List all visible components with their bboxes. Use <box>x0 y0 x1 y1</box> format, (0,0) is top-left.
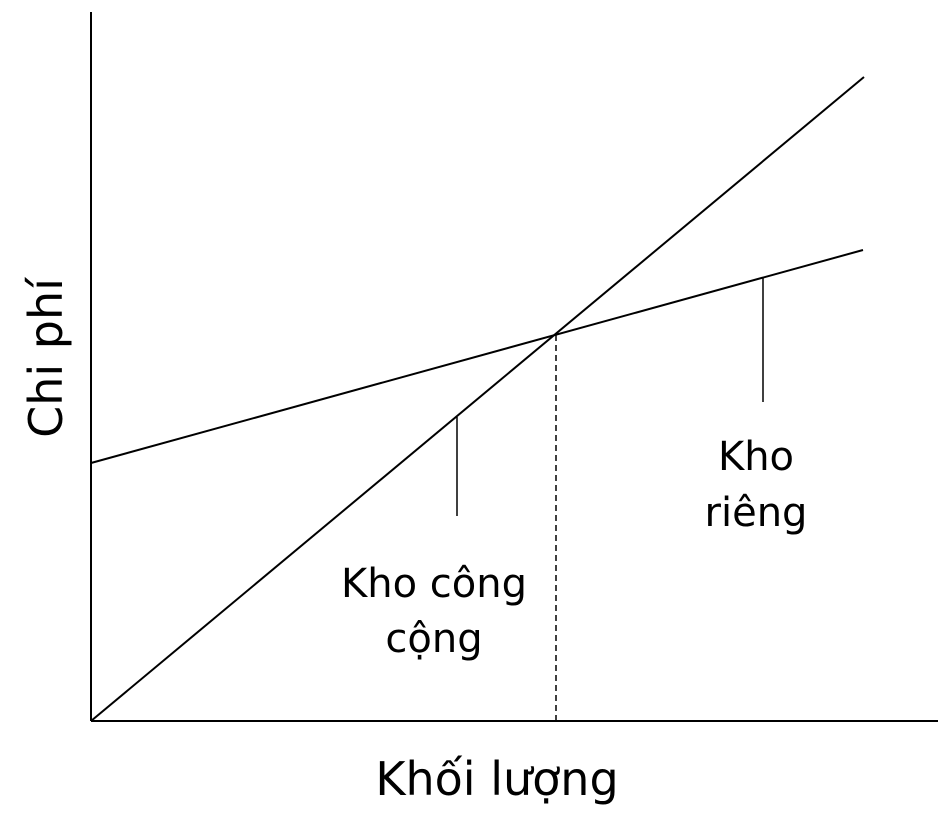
private-warehouse-label-line2: riêng <box>705 490 808 536</box>
public-warehouse-label-line1: Kho công <box>341 561 527 607</box>
public-warehouse-line <box>90 76 865 722</box>
public-warehouse-label-line2: cộng <box>385 616 482 662</box>
y-axis-label: Chi phí <box>19 277 73 438</box>
x-axis-label: Khối lượng <box>375 752 618 806</box>
private-warehouse-label-line1: Kho <box>718 434 794 480</box>
private-warehouse-line <box>90 249 864 464</box>
